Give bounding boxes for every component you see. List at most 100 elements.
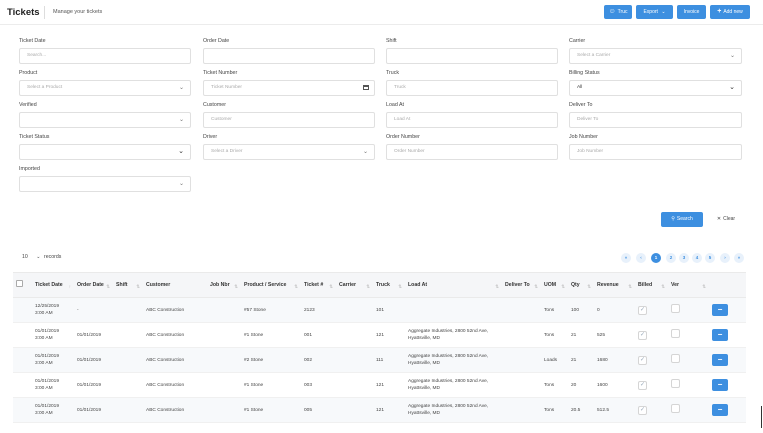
page-4-button[interactable]: 4 xyxy=(692,253,702,263)
cell-load-at: Aggregate Industries, 2800 52nd Ave, Hya… xyxy=(405,397,502,423)
cell-customer: ABC Construction xyxy=(143,297,207,323)
col-truck[interactable]: Truck ⇅ xyxy=(373,272,405,298)
minus-icon[interactable]: − xyxy=(712,304,728,316)
minus-icon[interactable]: − xyxy=(712,329,728,341)
col-customer[interactable]: Customer xyxy=(143,272,207,298)
add-new-button-label: Add new xyxy=(723,9,743,15)
page-5-button[interactable]: 5 xyxy=(705,253,715,263)
select-all-checkbox[interactable] xyxy=(16,280,23,287)
first-page-button[interactable]: « xyxy=(621,253,631,263)
col-label: Deliver To xyxy=(505,281,530,288)
cell-truck: 121 xyxy=(373,322,405,348)
clear-button[interactable]: ✕ Clear xyxy=(710,212,742,227)
billed-checkbox[interactable]: ✓ xyxy=(638,355,647,365)
cell-ticket-date: 01/01/2019 3:00 AM xyxy=(32,372,74,398)
ticket-date-value: 01/01/2019 xyxy=(35,404,60,409)
billed-checkbox[interactable]: ✓ xyxy=(638,330,647,340)
billing-status-select[interactable]: All ⌄ xyxy=(569,80,742,96)
minus-icon[interactable]: − xyxy=(712,354,728,366)
order-date-input[interactable] xyxy=(203,48,375,64)
page-1-button[interactable]: 1 xyxy=(651,253,661,263)
table-row[interactable]: 01/01/2019 3:00 AM 01/01/2019 ABC Construct… xyxy=(13,397,746,423)
ticket-time-value: 3:00 AM xyxy=(35,336,53,341)
table-row[interactable]: 01/01/2019 3:00 AM 01/01/2019 ABC Construct… xyxy=(13,372,746,398)
ticket-time-value: 3:00 AM xyxy=(35,361,53,366)
billed-checkbox[interactable]: ✓ xyxy=(638,305,647,315)
cell-ticket: 001 xyxy=(301,322,336,348)
cell-shift xyxy=(113,297,143,323)
page-size-value[interactable]: 10 xyxy=(22,254,28,260)
verified-checkbox[interactable] xyxy=(671,404,680,413)
cell-carrier xyxy=(336,297,373,323)
prev-page-button[interactable]: ‹ xyxy=(636,253,646,263)
cell-carrier xyxy=(336,397,373,423)
col-carrier[interactable]: Carrier ⇅ xyxy=(336,272,373,298)
cell-actions: − xyxy=(709,347,746,373)
cell-shift xyxy=(113,397,143,423)
col-uom[interactable]: UOM ⇅ xyxy=(541,272,568,298)
invoice-button[interactable]: Invoice xyxy=(677,5,706,19)
col-job-nbr[interactable]: Job Nbr ⇅ xyxy=(207,272,241,298)
add-new-button[interactable]: + Add new xyxy=(710,5,750,19)
driver-select[interactable]: Select a Driver ⌄ xyxy=(203,144,375,160)
table-row[interactable]: 01/01/2019 3:00 AM 01/01/2019 ABC Construct… xyxy=(13,322,746,348)
load-at-input[interactable]: Load At xyxy=(386,112,558,128)
col-qty[interactable]: Qty ⇅ xyxy=(568,272,594,298)
ticket-status-select[interactable]: ⌄ xyxy=(19,144,191,160)
page-3-button[interactable]: 3 xyxy=(679,253,689,263)
billed-checkbox[interactable]: ✓ xyxy=(638,380,647,390)
col-revenue[interactable]: Revenue ⇅ xyxy=(594,272,635,298)
select-all-cell xyxy=(13,272,32,298)
plus-icon: + xyxy=(717,8,722,15)
verified-checkbox[interactable] xyxy=(671,304,680,313)
col-load-at[interactable]: Load At ⇅ xyxy=(405,272,502,298)
cell-actions: − xyxy=(709,397,746,423)
cell-qty: 21 xyxy=(568,347,594,373)
truc-button[interactable]: ☺ Truc xyxy=(604,5,632,19)
top-bar: Tickets Manage your tickets ☺ Truc Export… xyxy=(0,0,763,25)
col-ticket-number[interactable]: Ticket # ⇅ xyxy=(301,272,336,298)
search-button[interactable]: ⚲ Search xyxy=(661,212,703,227)
job-number-input[interactable]: Job Number xyxy=(569,144,742,160)
ticket-number-input[interactable]: Ticket Number xyxy=(203,80,375,96)
cell-verified xyxy=(668,397,709,423)
chevron-down-icon[interactable]: ⌄ xyxy=(36,254,41,260)
verified-checkbox[interactable] xyxy=(671,379,680,388)
col-verified[interactable]: Ver ⇅ xyxy=(668,272,709,298)
verified-checkbox[interactable] xyxy=(671,329,680,338)
table-row[interactable]: 01/01/2019 3:00 AM 01/01/2019 ABC Construct… xyxy=(13,347,746,373)
col-product[interactable]: Product / Service ⇅ xyxy=(241,272,301,298)
imported-select[interactable]: ⌄ xyxy=(19,176,191,192)
row-select-cell xyxy=(13,372,32,398)
verified-checkbox[interactable] xyxy=(671,354,680,363)
verified-select[interactable]: ⌄ xyxy=(19,112,191,128)
calendar-icon[interactable] xyxy=(363,85,369,90)
col-billed[interactable]: Billed ⇅ xyxy=(635,272,668,298)
minus-icon[interactable]: − xyxy=(712,404,728,416)
col-order-date[interactable]: Order Date ⇅ xyxy=(74,272,113,298)
chevron-down-icon: ⌄ xyxy=(178,148,184,155)
billed-checkbox[interactable]: ✓ xyxy=(638,405,647,415)
order-number-input[interactable]: Order Number xyxy=(386,144,558,160)
next-page-button[interactable]: › xyxy=(720,253,730,263)
cell-ticket-date: 01/01/2019 3:00 AM xyxy=(32,322,74,348)
cell-shift xyxy=(113,347,143,373)
export-button[interactable]: Export ⌄ xyxy=(636,5,673,19)
col-ticket-date[interactable]: Ticket Date ↑ xyxy=(32,272,74,298)
truck-input[interactable]: Truck xyxy=(386,80,558,96)
minus-icon[interactable]: − xyxy=(712,379,728,391)
col-deliver-to[interactable]: Deliver To ⇅ xyxy=(502,272,541,298)
carrier-select[interactable]: Select a Carrier ⌄ xyxy=(569,48,742,64)
col-shift[interactable]: Shift ⇅ xyxy=(113,272,143,298)
customer-input[interactable]: Customer xyxy=(203,112,375,128)
product-select[interactable]: Select a Product ⌄ xyxy=(19,80,191,96)
sort-icon: ⇅ xyxy=(628,284,632,289)
page-2-button[interactable]: 2 xyxy=(666,253,676,263)
shift-input[interactable] xyxy=(386,48,558,64)
last-page-button[interactable]: » xyxy=(734,253,744,263)
records-per-page: 10 ⌄ records xyxy=(22,254,61,260)
deliver-to-input[interactable]: Deliver To xyxy=(569,112,742,128)
table-row[interactable]: 12/25/2019 3:00 AM - ABC Construction #57 St… xyxy=(13,297,746,323)
cell-load-at: Aggregate Industries, 2800 52nd Ave, Hya… xyxy=(405,322,502,348)
ticket-date-input[interactable]: Search... xyxy=(19,48,191,64)
